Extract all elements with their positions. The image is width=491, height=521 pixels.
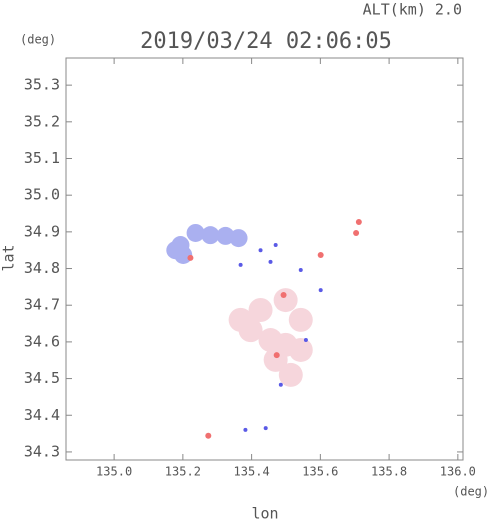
echo-point [263,347,288,372]
y-tick-label: 34.5 [24,369,60,387]
echo-point [278,362,303,387]
x-tick-label: 135.6 [302,465,338,479]
y-tick-label: 34.4 [24,406,60,424]
y-tick-label: 34.3 [24,442,60,460]
echo-point [205,432,212,439]
x-axis-label: lon [251,505,278,521]
echo-point [248,297,273,322]
y-tick-label: 34.7 [24,296,60,314]
echo-point [317,251,324,258]
y-tick-label: 34.8 [24,259,60,277]
x-tick-label: 135.8 [371,465,407,479]
x-tick-label: 135.2 [165,465,201,479]
plot-frame [65,57,464,461]
echo-point [288,307,313,332]
y-tick-label: 35.2 [24,112,60,130]
echo-point [318,288,323,293]
echo-point [298,268,303,273]
echo-point [273,288,298,313]
x-tick-label: 136.0 [440,465,476,479]
echo-point [201,226,220,245]
y-unit: (deg) [20,33,56,47]
echo-point [268,259,273,264]
echo-point [243,427,248,432]
echo-point [229,229,248,248]
echo-point [187,254,194,261]
echo-point [238,262,243,267]
altitude: ALT(km) 2.0 [363,1,462,19]
y-tick-label: 34.9 [24,222,60,240]
echo-point [273,243,278,248]
echo-point [278,382,283,387]
echo-point [280,291,287,298]
x-unit: (deg) [453,485,489,499]
echo-point [186,223,205,242]
y-axis-label: lat [0,244,18,271]
x-tick-label: 135.4 [234,465,270,479]
echo-point [355,218,362,225]
echo-point [166,241,185,260]
y-tick-label: 34.6 [24,332,60,350]
x-tick-label: 135.0 [96,465,132,479]
echo-point [353,229,360,236]
echo-point [263,426,268,431]
echo-point [258,248,263,253]
chart-title: 2019/03/24 02:06:05 [140,29,392,54]
echo-point [273,352,280,359]
y-tick-label: 35.3 [24,76,60,94]
echo-point [228,307,253,332]
echo-point [303,338,308,343]
y-tick-label: 35.0 [24,186,60,204]
y-tick-label: 35.1 [24,149,60,167]
echo-point [288,337,313,362]
